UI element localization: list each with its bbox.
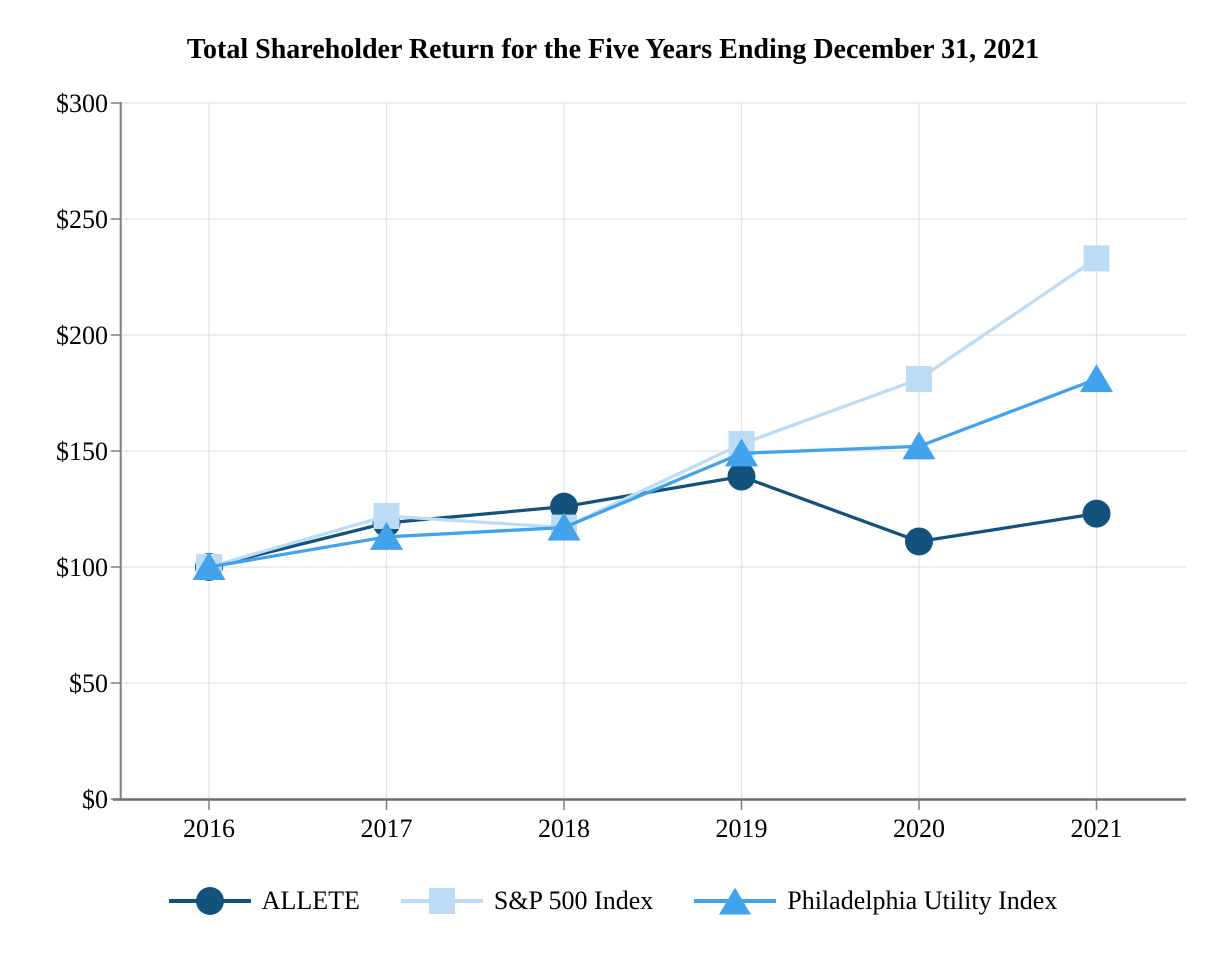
data-point-allete-2019	[727, 462, 756, 491]
y-tick-label: $250	[56, 205, 108, 234]
data-point-allete-2021	[1082, 499, 1111, 528]
data-point-allete-2020	[905, 527, 933, 556]
y-tick-label: $200	[56, 321, 108, 350]
y-tick-label: $0	[82, 785, 108, 814]
x-tick-label: 2017	[361, 814, 413, 843]
data-point-philadelphia-utility-index-2017	[370, 521, 403, 550]
legend-label-sp500: S&P 500 Index	[493, 886, 654, 915]
y-tick-label: $100	[56, 553, 108, 582]
data-point-philadelphia-utility-index-2021	[1080, 364, 1113, 393]
series-line-s-p-500-index	[207, 256, 1099, 569]
x-tick-label: 2016	[183, 814, 235, 843]
legend-item-allete: ALLETE	[168, 886, 360, 916]
legend-item-philadelphia-utility: Philadelphia Utility Index	[694, 886, 1057, 916]
square-marker-icon	[428, 888, 455, 914]
chart-title: Total Shareholder Return for the Five Ye…	[186, 34, 1040, 65]
x-tick-label: 2020	[893, 814, 945, 843]
legend-label-philadelphia-utility: Philadelphia Utility Index	[787, 886, 1058, 915]
circle-marker-icon	[195, 887, 224, 915]
data-point-philadelphia-utility-index-2019	[725, 438, 758, 467]
legend-line-sp500	[400, 888, 483, 914]
chart-legend: ALLETE S&P 500 Index Philadelphia Utilit…	[0, 878, 1226, 924]
y-tick-label: $300	[56, 89, 108, 118]
data-point-philadelphia-utility-index-2016	[192, 552, 226, 580]
series-line-philadelphia-utility-index	[207, 377, 1099, 569]
x-tick-label: 2019	[716, 814, 768, 843]
chart-plot-area: $0 $50 $100 $150 $200 $250 $300 2016 2017 2018 201…	[56, 89, 1186, 843]
legend-line-allete	[168, 887, 251, 915]
data-point-philadelphia-utility-index-2018	[547, 512, 581, 541]
x-tick-label: 2021	[1071, 814, 1123, 843]
y-tick-label: $50	[69, 669, 108, 698]
triangle-marker-icon	[719, 887, 752, 915]
data-point-allete-2018	[550, 492, 578, 521]
legend-label-allete: ALLETE	[261, 886, 360, 915]
data-point-s-p-500-index-2021	[1083, 245, 1110, 272]
data-point-philadelphia-utility-index-2020	[902, 431, 936, 460]
legend-item-sp500: S&P 500 Index	[400, 886, 654, 916]
legend-line-philadelphia-utility	[694, 887, 777, 915]
y-tick-label: $150	[56, 437, 108, 466]
x-tick-label: 2018	[538, 814, 590, 843]
data-point-s-p-500-index-2020	[906, 366, 932, 393]
